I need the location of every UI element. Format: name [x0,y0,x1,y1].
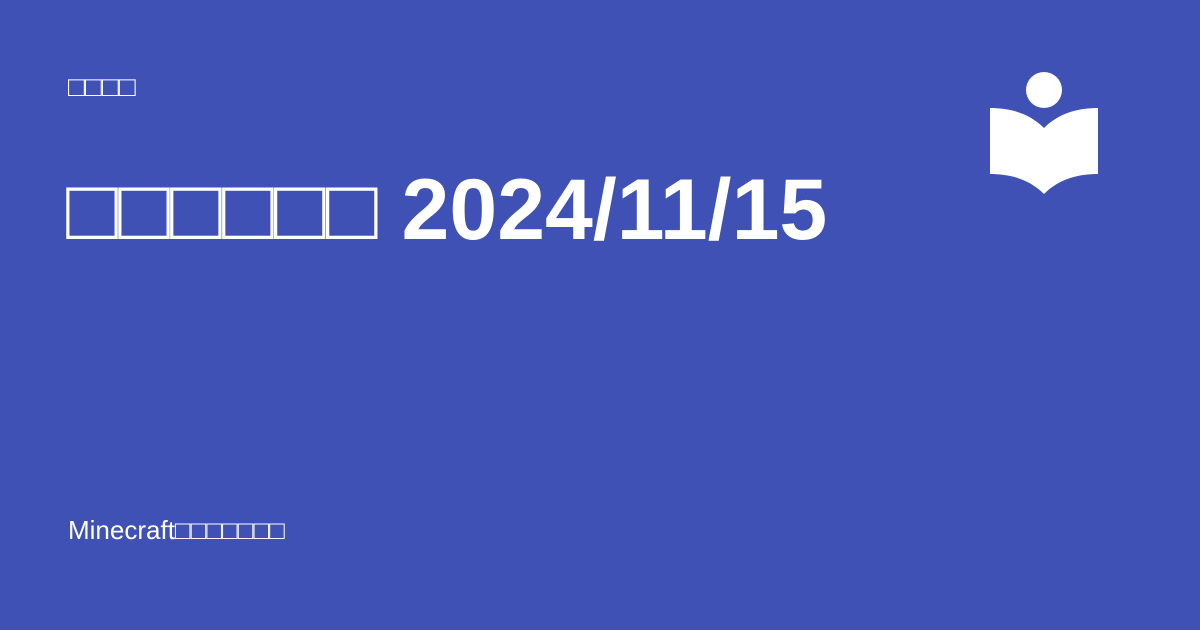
reader-book-icon [988,70,1100,198]
category-label: □□□□ [68,71,136,102]
page-title: □□□□□□ 2024/11/15 [66,162,828,258]
site-name: Minecraft□□□□□□□ [68,515,285,545]
